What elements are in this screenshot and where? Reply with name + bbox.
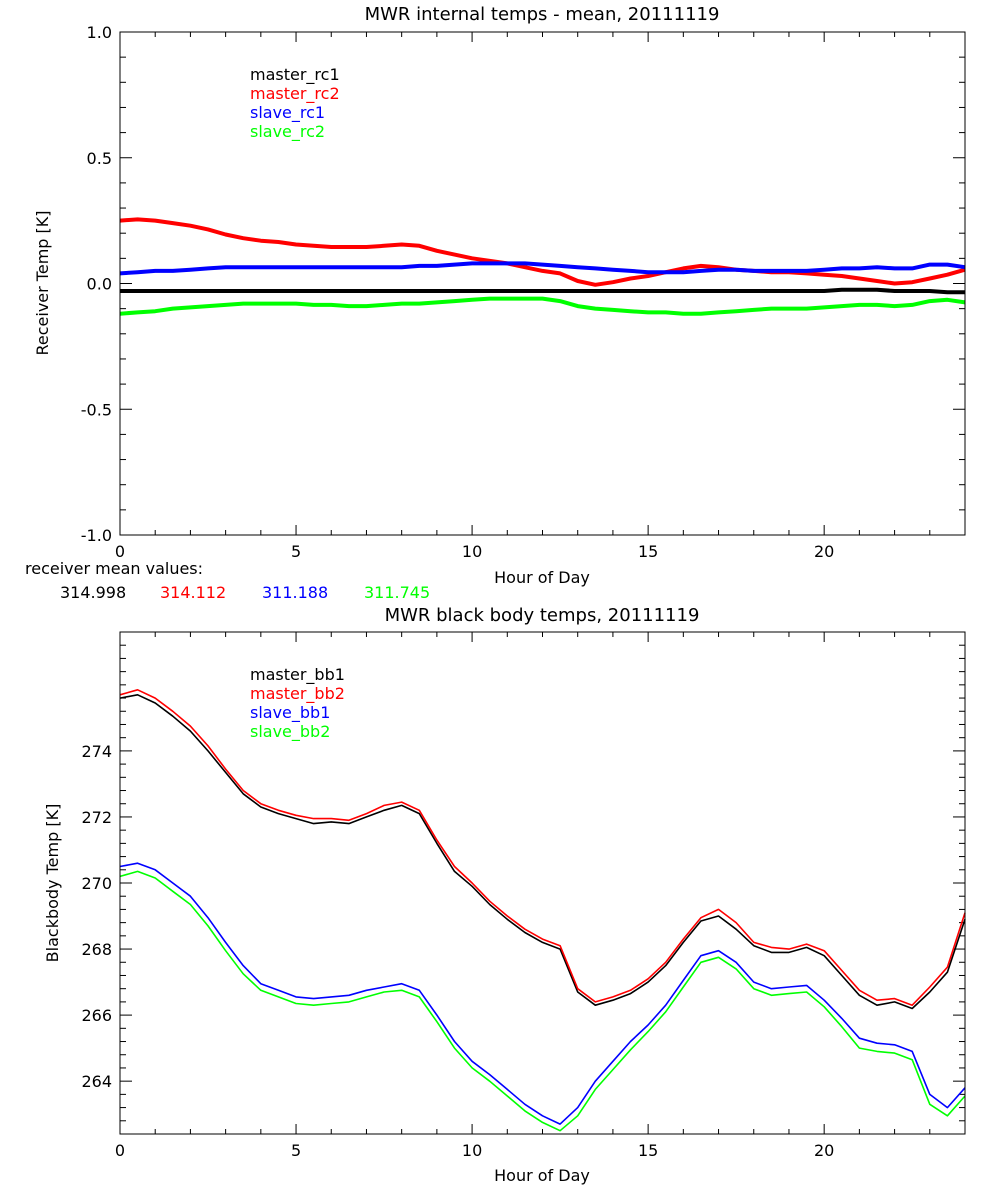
legend-entry-master-rc2: master_rc2 (250, 84, 340, 104)
y-tick-label: 0.5 (87, 149, 112, 168)
series-line-master-rc2 (119, 217, 966, 287)
blackbody-y-axis-label: Blackbody Temp [K] (43, 804, 62, 963)
receiver-mean-value-slave-rc2: 311.745 (364, 583, 430, 602)
y-tick-label: 266 (81, 1006, 112, 1025)
x-tick-label: 15 (638, 542, 658, 561)
receiver-plot-frame (119, 31, 966, 536)
y-tick-label: 264 (81, 1072, 112, 1091)
y-tick-label: 274 (81, 742, 112, 761)
receiver-legend: master_rc1 master_rc2 slave_rc1 slave_rc… (250, 65, 340, 142)
x-tick-label: 5 (291, 1141, 301, 1160)
receiver-axis-ticks: 0 5 10 15 20 -1.0 -0.5 0.0 0.5 1.0 (81, 23, 966, 561)
x-tick-label: 0 (115, 542, 125, 561)
blackbody-chart-title: MWR black body temps, 20111119 (385, 605, 700, 626)
receiver-temp-chart: MWR internal temps - mean, 20111119 0 5 10… (25, 4, 966, 602)
y-tick-label: 272 (81, 808, 112, 827)
receiver-mean-values: receiver mean values: 314.998 314.112 31… (25, 559, 430, 602)
blackbody-plot-frame (119, 631, 966, 1135)
y-tick-label: 0.0 (87, 275, 112, 294)
series-line-master-rc1 (120, 287, 965, 295)
x-tick-label: 0 (115, 1141, 125, 1160)
series-line-slave-rc1 (119, 261, 966, 276)
blackbody-temp-chart: MWR black body temps, 20111119 0 5 10 15 20 2… (43, 605, 966, 1185)
x-tick-label: 20 (814, 1141, 834, 1160)
x-tick-label: 5 (291, 542, 301, 561)
receiver-mean-value-master-rc2: 314.112 (160, 583, 226, 602)
legend-entry-slave-bb1: slave_bb1 (250, 703, 330, 723)
x-tick-label: 15 (638, 1141, 658, 1160)
series-line-master-bb1 (119, 693, 966, 1010)
x-tick-label: 20 (814, 542, 834, 561)
legend-entry-master-bb1: master_bb1 (250, 665, 345, 685)
receiver-series-lines (119, 217, 966, 316)
legend-entry-slave-rc1: slave_rc1 (250, 103, 325, 123)
receiver-chart-title: MWR internal temps - mean, 20111119 (365, 4, 720, 25)
receiver-mean-value-slave-rc1: 311.188 (262, 583, 328, 602)
blackbody-x-axis-label: Hour of Day (494, 1166, 590, 1185)
y-tick-label: 1.0 (87, 23, 112, 42)
series-line-slave-rc2 (119, 296, 966, 316)
receiver-mean-value-master-rc1: 314.998 (60, 583, 126, 602)
blackbody-series-lines (119, 688, 966, 1132)
series-line-master-bb2 (119, 688, 966, 1007)
legend-entry-master-bb2: master_bb2 (250, 684, 345, 704)
x-tick-label: 10 (462, 1141, 482, 1160)
x-tick-label: 10 (462, 542, 482, 561)
y-tick-label: 268 (81, 940, 112, 959)
series-line-slave-bb2 (119, 870, 966, 1132)
y-tick-label: 270 (81, 874, 112, 893)
y-tick-label: -0.5 (81, 400, 112, 419)
series-line-slave-bb1 (119, 862, 966, 1125)
y-tick-label: -1.0 (81, 526, 112, 545)
legend-entry-slave-bb2: slave_bb2 (250, 722, 330, 742)
blackbody-legend: master_bb1 master_bb2 slave_bb1 slave_bb… (250, 665, 345, 742)
receiver-mean-label: receiver mean values: (25, 559, 203, 578)
legend-entry-slave-rc2: slave_rc2 (250, 122, 325, 142)
receiver-x-axis-label: Hour of Day (494, 568, 590, 587)
legend-entry-master-rc1: master_rc1 (250, 65, 340, 85)
receiver-y-axis-label: Receiver Temp [K] (33, 210, 52, 355)
blackbody-axis-ticks: 0 5 10 15 20 264 266 268 270 272 274 (81, 631, 966, 1160)
